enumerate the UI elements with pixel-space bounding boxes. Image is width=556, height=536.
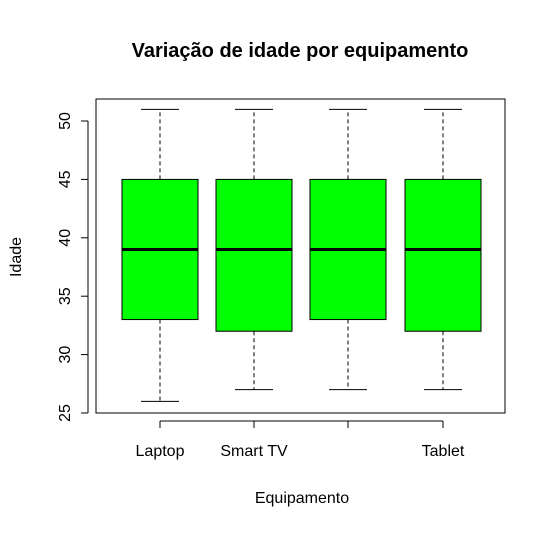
x-tick-label: Tablet (422, 443, 465, 460)
y-tick-label: 25 (57, 404, 74, 422)
x-tick-label: Smart TV (220, 443, 288, 460)
box-3 (309, 108, 387, 391)
iqr-box (215, 178, 293, 332)
y-tick-label: 45 (57, 170, 74, 188)
y-tick-label: 35 (57, 287, 74, 305)
x-tick-label: Laptop (136, 443, 185, 460)
y-axis: 25 30 35 40 45 50 (57, 112, 89, 422)
y-axis-label: Idade (8, 237, 25, 277)
x-axis-label: Equipamento (255, 490, 349, 507)
x-axis: Laptop Smart TV Tablet (136, 420, 465, 460)
y-tick-label: 40 (57, 229, 74, 247)
box-1 (121, 108, 199, 402)
box-2 (215, 108, 293, 391)
iqr-box (404, 178, 482, 332)
y-tick-label: 30 (57, 346, 74, 364)
box-4 (404, 108, 482, 391)
boxes-group (121, 108, 482, 402)
plot-frame (95, 98, 506, 414)
y-tick-label: 50 (57, 112, 74, 130)
chart-title: Variação de idade por equipamento (132, 40, 469, 62)
